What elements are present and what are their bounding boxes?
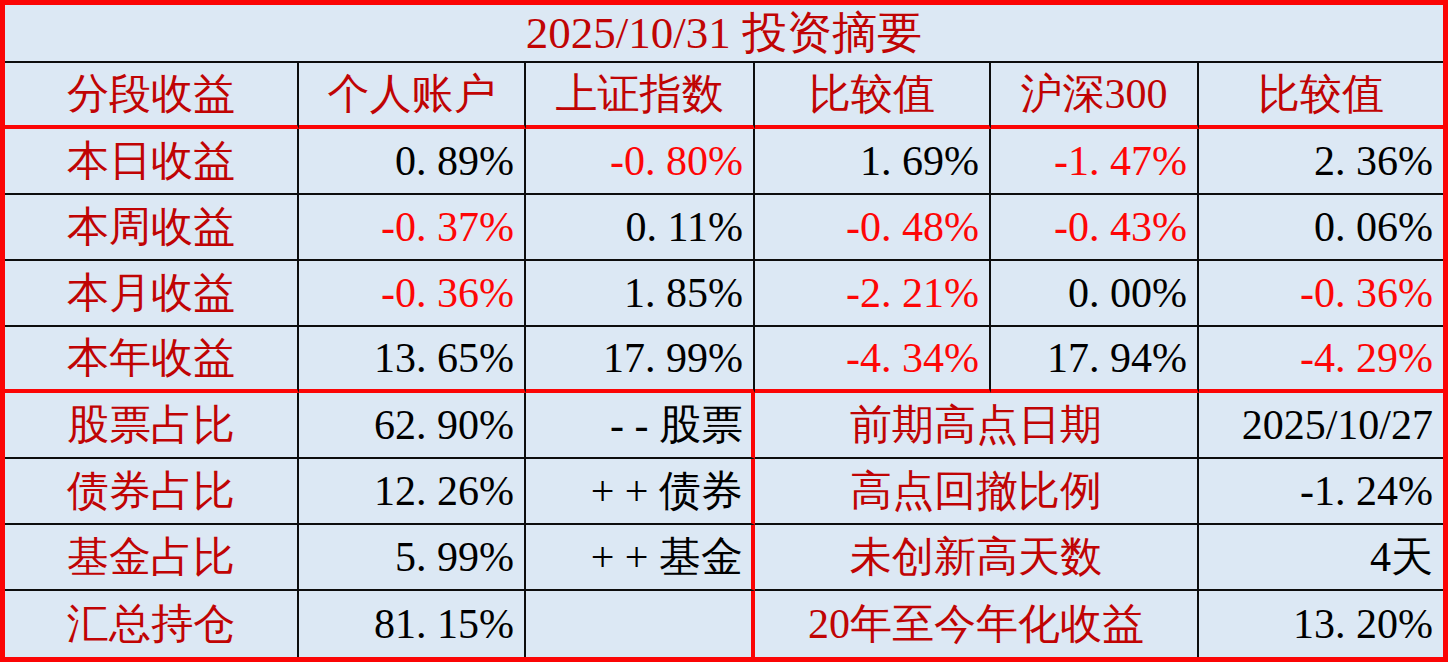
days-since-high-value: 4天: [1199, 525, 1443, 591]
total-position-value: 81. 15%: [299, 591, 526, 657]
monthly-personal-value: -0. 36%: [299, 261, 526, 327]
weekly-personal-value: -0. 37%: [299, 195, 526, 261]
header-compare-value-2: 比较值: [1199, 63, 1443, 129]
header-sse-index: 上证指数: [526, 63, 755, 129]
weekly-compare2-value: 0. 06%: [1199, 195, 1443, 261]
previous-high-date-label: 前期高点日期: [755, 393, 1199, 459]
bond-allocation-value: 12. 26%: [299, 459, 526, 525]
previous-high-date-value: 2025/10/27: [1199, 393, 1443, 459]
yearly-return-label: 本年收益: [5, 327, 299, 393]
daily-compare1-value: 1. 69%: [755, 129, 991, 195]
daily-compare2-value: 2. 36%: [1199, 129, 1443, 195]
bond-allocation-label: 债券占比: [5, 459, 299, 525]
annualized-return-value: 13. 20%: [1199, 591, 1443, 657]
yearly-sse-value: 17. 99%: [526, 327, 755, 393]
daily-sse-value: -0. 80%: [526, 129, 755, 195]
stock-trend-tag: - - 股票: [526, 393, 755, 459]
header-compare-value-1: 比较值: [755, 63, 991, 129]
days-since-high-label: 未创新高天数: [755, 525, 1199, 591]
yearly-compare1-value: -4. 34%: [755, 327, 991, 393]
drawdown-from-high-label: 高点回撤比例: [755, 459, 1199, 525]
page-title: 2025/10/31 投资摘要: [5, 5, 1443, 63]
daily-personal-value: 0. 89%: [299, 129, 526, 195]
monthly-compare2-value: -0. 36%: [1199, 261, 1443, 327]
daily-return-label: 本日收益: [5, 129, 299, 195]
fund-trend-tag: + + 基金: [526, 525, 755, 591]
fund-allocation-label: 基金占比: [5, 525, 299, 591]
monthly-sse-value: 1. 85%: [526, 261, 755, 327]
monthly-return-label: 本月收益: [5, 261, 299, 327]
daily-csi300-value: -1. 47%: [991, 129, 1199, 195]
fund-allocation-value: 5. 99%: [299, 525, 526, 591]
weekly-compare1-value: -0. 48%: [755, 195, 991, 261]
total-position-label: 汇总持仓: [5, 591, 299, 657]
bond-trend-tag: + + 债券: [526, 459, 755, 525]
total-position-empty-cell: [526, 591, 755, 657]
monthly-csi300-value: 0. 00%: [991, 261, 1199, 327]
weekly-csi300-value: -0. 43%: [991, 195, 1199, 261]
weekly-return-label: 本周收益: [5, 195, 299, 261]
yearly-compare2-value: -4. 29%: [1199, 327, 1443, 393]
header-personal-account: 个人账户: [299, 63, 526, 129]
monthly-compare1-value: -2. 21%: [755, 261, 991, 327]
stock-allocation-value: 62. 90%: [299, 393, 526, 459]
header-segment-returns: 分段收益: [5, 63, 299, 129]
yearly-csi300-value: 17. 94%: [991, 327, 1199, 393]
annualized-return-label: 20年至今年化收益: [755, 591, 1199, 657]
investment-summary-table: 2025/10/31 投资摘要 分段收益 个人账户 上证指数 比较值 沪深300…: [0, 0, 1448, 662]
stock-allocation-label: 股票占比: [5, 393, 299, 459]
yearly-personal-value: 13. 65%: [299, 327, 526, 393]
drawdown-from-high-value: -1. 24%: [1199, 459, 1443, 525]
header-csi300: 沪深300: [991, 63, 1199, 129]
weekly-sse-value: 0. 11%: [526, 195, 755, 261]
